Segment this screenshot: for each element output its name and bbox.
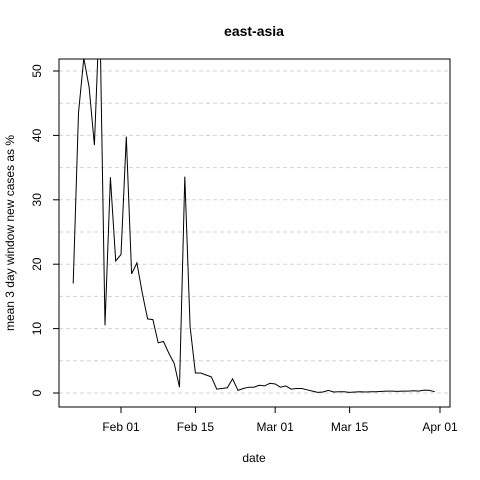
x-axis-label: date [242, 451, 266, 465]
y-axis: 0 10 20 30 40 50 [30, 64, 59, 396]
x-tick-label: Apr 01 [422, 420, 458, 434]
series-line [72, 59, 435, 393]
chart-title: east-asia [224, 23, 284, 39]
y-axis-label: mean 3 day window new cases as % [3, 135, 17, 331]
y-tick-label: 30 [30, 193, 44, 207]
x-tick-label: Mar 01 [257, 420, 295, 434]
y-tick-label: 40 [30, 128, 44, 142]
x-tick-label: Mar 15 [331, 420, 369, 434]
y-tick-label: 50 [30, 64, 44, 78]
y-tick-label: 0 [30, 389, 44, 396]
grid-lines [59, 70, 450, 394]
series-group [72, 59, 435, 393]
x-tick-label: Feb 01 [102, 420, 140, 434]
y-tick-label: 10 [30, 322, 44, 336]
x-axis: Feb 01 Feb 15 Mar 01 Mar 15 Apr 01 [102, 407, 458, 434]
y-tick-label: 20 [30, 257, 44, 271]
x-tick-label: Feb 15 [177, 420, 215, 434]
plot-frame [58, 58, 451, 408]
